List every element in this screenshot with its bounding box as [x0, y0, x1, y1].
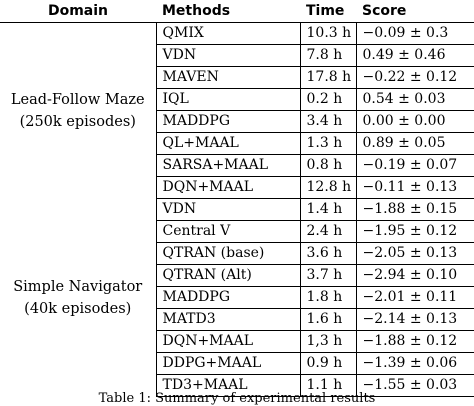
method-cell: MADDPG [155, 286, 300, 309]
time-cell: 1,3 h [299, 330, 356, 353]
method-cell: QMIX [155, 22, 300, 45]
score-cell: −0.09 ± 0.3 [355, 22, 474, 45]
table-row: DQN+MAAL 12.8 h −0.11 ± 0.13 [0, 176, 474, 199]
time-cell: 3.6 h [299, 242, 356, 265]
method-cell: QTRAN (base) [155, 242, 300, 265]
table-body: Lead-Follow Maze (250k episodes) QMIX 10.3 … [0, 22, 474, 397]
table-row: MADDPG 1.8 h −2.01 ± 0.11 [0, 286, 474, 309]
time-cell: 10.3 h [299, 22, 356, 45]
table-row: MAVEN 17.8 h −0.22 ± 0.12 [0, 66, 474, 89]
table-row: SARSA+MAAL 0.8 h −0.19 ± 0.07 [0, 154, 474, 177]
table-row: IQL 0.2 h 0.54 ± 0.03 [0, 88, 474, 111]
domain-cell: Simple Navigator (40k episodes) [0, 199, 156, 397]
method-cell: VDN [155, 44, 300, 67]
score-cell: −1.95 ± 0.12 [355, 220, 474, 243]
score-cell: 0.89 ± 0.05 [355, 132, 474, 155]
table-row: DDPG+MAAL 0.9 h −1.39 ± 0.06 [0, 352, 474, 375]
score-cell: 0.00 ± 0.00 [355, 110, 474, 133]
method-cell: SARSA+MAAL [155, 154, 300, 177]
time-cell: 3.4 h [299, 110, 356, 133]
time-cell: 1.3 h [299, 132, 356, 155]
time-cell: 12.8 h [299, 176, 356, 199]
time-cell: 1.8 h [299, 286, 356, 309]
table-row: QL+MAAL 1.3 h 0.89 ± 0.05 [0, 132, 474, 155]
time-cell: 0.9 h [299, 352, 356, 375]
method-cell: MAVEN [155, 66, 300, 89]
method-cell: IQL [155, 88, 300, 111]
header-row: Domain Methods Time Score [0, 0, 474, 23]
results-table: Domain Methods Time Score Lead-Follow Ma… [0, 0, 474, 397]
score-cell: 0.54 ± 0.03 [355, 88, 474, 111]
method-cell: TD3+MAAL [155, 374, 300, 397]
time-cell: 2.4 h [299, 220, 356, 243]
domain-name: Simple Navigator [13, 278, 143, 295]
score-cell: −2.05 ± 0.13 [355, 242, 474, 265]
table-row: Simple Navigator (40k episodes) VDN 1.4 h −1… [0, 198, 474, 317]
table-row: MATD3 1.6 h −2.14 ± 0.13 [0, 308, 474, 331]
score-cell: −2.01 ± 0.11 [355, 286, 474, 309]
score-cell: −0.11 ± 0.13 [355, 176, 474, 199]
score-cell: −1.88 ± 0.12 [355, 330, 474, 353]
time-cell: 3.7 h [299, 264, 356, 287]
method-cell: MATD3 [155, 308, 300, 331]
score-cell: −1.39 ± 0.06 [355, 352, 474, 375]
score-cell: −1.88 ± 0.15 [355, 198, 474, 221]
table-row: QTRAN (Alt) 3.7 h −2.94 ± 0.10 [0, 264, 474, 287]
domain-episodes: (250k episodes) [19, 113, 136, 130]
table-row: Lead-Follow Maze (250k episodes) QMIX 10.3 … [0, 22, 474, 130]
method-cell: MADDPG [155, 110, 300, 133]
table-row: TD3+MAAL 1.1 h −1.55 ± 0.03 [0, 374, 474, 397]
method-cell: DQN+MAAL [155, 330, 300, 353]
table-row: Central V 2.4 h −1.95 ± 0.12 [0, 220, 474, 243]
table-header: Domain Methods Time Score [0, 0, 474, 23]
time-cell: 0.8 h [299, 154, 356, 177]
time-cell: 17.8 h [299, 66, 356, 89]
score-cell: −2.94 ± 0.10 [355, 264, 474, 287]
table-row: DQN+MAAL 1,3 h −1.88 ± 0.12 [0, 330, 474, 353]
method-cell: DDPG+MAAL [155, 352, 300, 375]
table-caption: Table 1: Summary of experimental results [98, 391, 376, 406]
score-cell: −0.22 ± 0.12 [355, 66, 474, 89]
header-domain: Domain [0, 0, 156, 23]
table-row: VDN 7.8 h 0.49 ± 0.46 [0, 44, 474, 67]
method-cell: QTRAN (Alt) [155, 264, 300, 287]
domain-cell: Lead-Follow Maze (250k episodes) [0, 23, 156, 199]
table-row: QTRAN (base) 3.6 h −2.05 ± 0.13 [0, 242, 474, 265]
method-cell: QL+MAAL [155, 132, 300, 155]
header-methods: Methods [156, 0, 300, 23]
method-cell: Central V [155, 220, 300, 243]
time-cell: 1.1 h [299, 374, 356, 397]
time-cell: 7.8 h [299, 44, 356, 67]
time-cell: 1.6 h [299, 308, 356, 331]
table-row: MADDPG 3.4 h 0.00 ± 0.00 [0, 110, 474, 133]
header-time: Time [300, 0, 356, 23]
score-cell: −0.19 ± 0.07 [355, 154, 474, 177]
header-score: Score [356, 0, 474, 23]
score-cell: −2.14 ± 0.13 [355, 308, 474, 331]
domain-name: Lead-Follow Maze [10, 91, 145, 108]
domain-episodes: (40k episodes) [24, 300, 132, 317]
time-cell: 0.2 h [299, 88, 356, 111]
score-cell: 0.49 ± 0.46 [355, 44, 474, 67]
score-cell: −1.55 ± 0.03 [355, 374, 474, 397]
time-cell: 1.4 h [299, 198, 356, 221]
method-cell: VDN [155, 198, 300, 221]
method-cell: DQN+MAAL [155, 176, 300, 199]
